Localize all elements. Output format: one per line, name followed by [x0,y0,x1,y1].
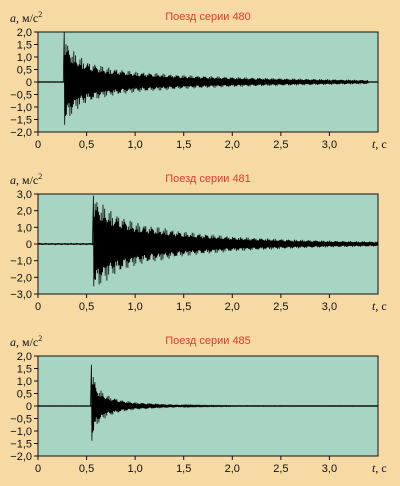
y-tick-label: 1,0 [17,222,32,234]
y-axis-label: a, м/c2 [10,10,42,25]
x-tick-label: 0,5 [79,301,94,313]
x-tick-label: 2,5 [273,463,288,475]
x-tick-label: 1,5 [176,139,191,151]
y-tick-label: 1,5 [17,40,32,52]
y-tick-label: 1,5 [17,364,32,376]
y-tick-label: −1,0 [10,256,32,268]
y-tick-label: 2,0 [17,351,32,363]
x-tick-label: 2,5 [273,139,288,151]
x-tick-label: 3,0 [322,463,337,475]
x-tick-label: 2,0 [225,139,240,151]
x-tick-label: 0 [35,139,41,151]
y-tick-label: −1,0 [10,102,32,114]
x-tick-label: 0,5 [79,463,94,475]
y-tick-label: −1,0 [10,426,32,438]
chart-title: Поезд серии 481 [165,173,251,185]
y-tick-label: 0 [26,239,32,251]
y-tick-label: 0,5 [17,389,32,401]
x-tick-label: 3,0 [322,139,337,151]
chart-title: Поезд серии 485 [165,335,251,347]
x-tick-label: 1,5 [176,463,191,475]
y-tick-label: 0 [26,401,32,413]
y-tick-label: −1,5 [10,439,32,451]
y-axis-label: a, м/c2 [10,172,42,187]
y-tick-label: −0,5 [10,414,32,426]
chart-panel-2: Поезд серии 481 a, м/c2 t, c 3,0 2,0 1,0 0 −1,0… [10,172,387,313]
x-axis-label: t, c [372,461,387,475]
y-tick-label: −2,0 [10,451,32,463]
y-tick-label: −3,0 [10,289,32,301]
y-tick-label: −0,5 [10,90,32,102]
x-tick-label: 2,0 [225,463,240,475]
y-tick-label: 2,0 [17,206,32,218]
x-tick-label: 3,0 [322,301,337,313]
y-tick-label: 2,0 [17,27,32,39]
x-axis-label: t, c [372,299,387,313]
x-tick-label: 1,0 [127,139,142,151]
x-tick-label: 0 [35,463,41,475]
x-tick-label: 1,0 [127,463,142,475]
x-tick-label: 1,5 [176,301,191,313]
y-axis-label: a, м/c2 [10,334,42,349]
y-tick-label: −2,0 [10,127,32,139]
y-tick-label: −2,0 [10,272,32,284]
x-tick-label: 2,5 [273,301,288,313]
y-tick-label: −1,5 [10,115,32,127]
x-tick-label: 2,0 [225,301,240,313]
y-tick-label: 3,0 [17,189,32,201]
y-tick-label: 0 [26,77,32,89]
y-tick-label: 1,0 [17,376,32,388]
x-axis-label: t, c [372,137,387,151]
x-tick-label: 0 [35,301,41,313]
chart-title: Поезд серии 480 [165,11,251,23]
y-tick-label: 0,5 [17,65,32,77]
x-tick-label: 0,5 [79,139,94,151]
y-tick-label: 1,0 [17,52,32,64]
x-tick-label: 1,0 [127,301,142,313]
